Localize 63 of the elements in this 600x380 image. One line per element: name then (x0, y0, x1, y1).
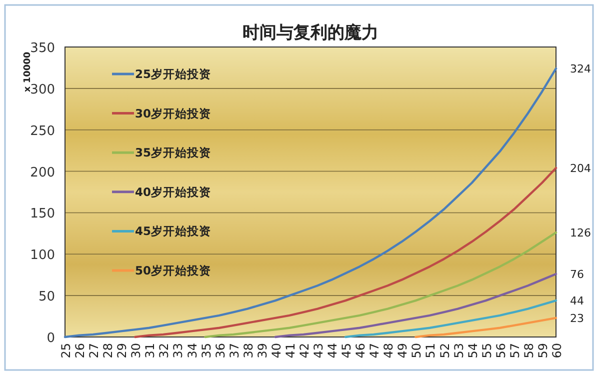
data-label: 44 (570, 294, 584, 308)
y-axis-title: x 10000 (23, 52, 33, 92)
x-tick-label: 32 (157, 343, 172, 358)
x-tick-label: 38 (241, 343, 256, 358)
data-label: 76 (570, 268, 584, 282)
y-tick-label: 250 (30, 124, 55, 139)
x-tick-label: 47 (368, 343, 382, 358)
data-label: 23 (570, 312, 584, 325)
x-tick-label: 39 (255, 343, 270, 358)
data-label: 126 (570, 226, 591, 240)
data-label: 324 (570, 62, 591, 76)
x-tick-label: 31 (143, 343, 158, 358)
data-label: 204 (570, 162, 591, 175)
x-tick-label: 58 (522, 343, 536, 358)
x-tick-label: 48 (382, 343, 396, 358)
y-tick-label: 100 (30, 248, 55, 264)
line-series (344, 299, 558, 338)
x-tick-label: 40 (269, 343, 284, 358)
x-tick-label: 44 (326, 343, 340, 358)
line-series (414, 316, 558, 338)
x-tick-label: 59 (536, 343, 550, 358)
legend-label: 35岁开始投资 (135, 146, 212, 160)
x-tick-label: 53 (452, 343, 466, 358)
x-tick-label: 50 (410, 343, 424, 358)
legend-label: 45岁开始投资 (135, 224, 212, 238)
y-tick-label: 200 (30, 165, 55, 180)
x-tick-label: 36 (213, 343, 228, 358)
y-tick-label: 50 (38, 290, 55, 305)
x-tick-label: 28 (101, 343, 116, 358)
legend-label: 25岁开始投资 (135, 67, 212, 81)
x-tick-label: 46 (354, 343, 368, 358)
line-series (134, 166, 558, 338)
x-tick-label: 26 (73, 343, 88, 358)
chart-title: 时间与复利的魔力 (242, 23, 378, 43)
x-tick-label: 55 (480, 343, 494, 358)
x-tick-label: 57 (508, 343, 522, 358)
x-tick-label: 33 (171, 343, 186, 358)
x-tick-label: 60 (550, 343, 564, 358)
legend-label: 40岁开始投资 (135, 184, 212, 199)
x-tick-label: 37 (227, 343, 242, 358)
x-tick-label: 27 (87, 343, 102, 358)
line-series (64, 67, 558, 338)
legend-label: 50岁开始投资 (135, 264, 212, 278)
legend-label: 30岁开始投资 (135, 106, 212, 120)
x-tick-label: 35 (199, 343, 214, 358)
x-tick-label: 25 (59, 343, 73, 358)
x-tick-label: 42 (297, 343, 312, 358)
x-tick-label: 49 (396, 343, 410, 358)
y-tick-label: 300 (30, 82, 55, 98)
x-tick-label: 51 (424, 343, 438, 358)
x-tick-label: 30 (129, 343, 144, 358)
x-tick-label: 34 (185, 343, 200, 358)
x-tick-label: 52 (438, 343, 452, 358)
x-tick-label: 41 (283, 343, 298, 358)
x-tick-label: 29 (115, 343, 130, 358)
y-tick-label: 0 (46, 331, 55, 346)
y-tick-label: 350 (30, 41, 55, 56)
x-tick-label: 56 (494, 343, 508, 358)
x-tick-label: 54 (466, 343, 480, 358)
y-tick-label: 150 (30, 206, 55, 222)
x-tick-label: 45 (340, 343, 354, 358)
x-tick-label: 43 (312, 343, 326, 358)
line-series (274, 272, 558, 338)
